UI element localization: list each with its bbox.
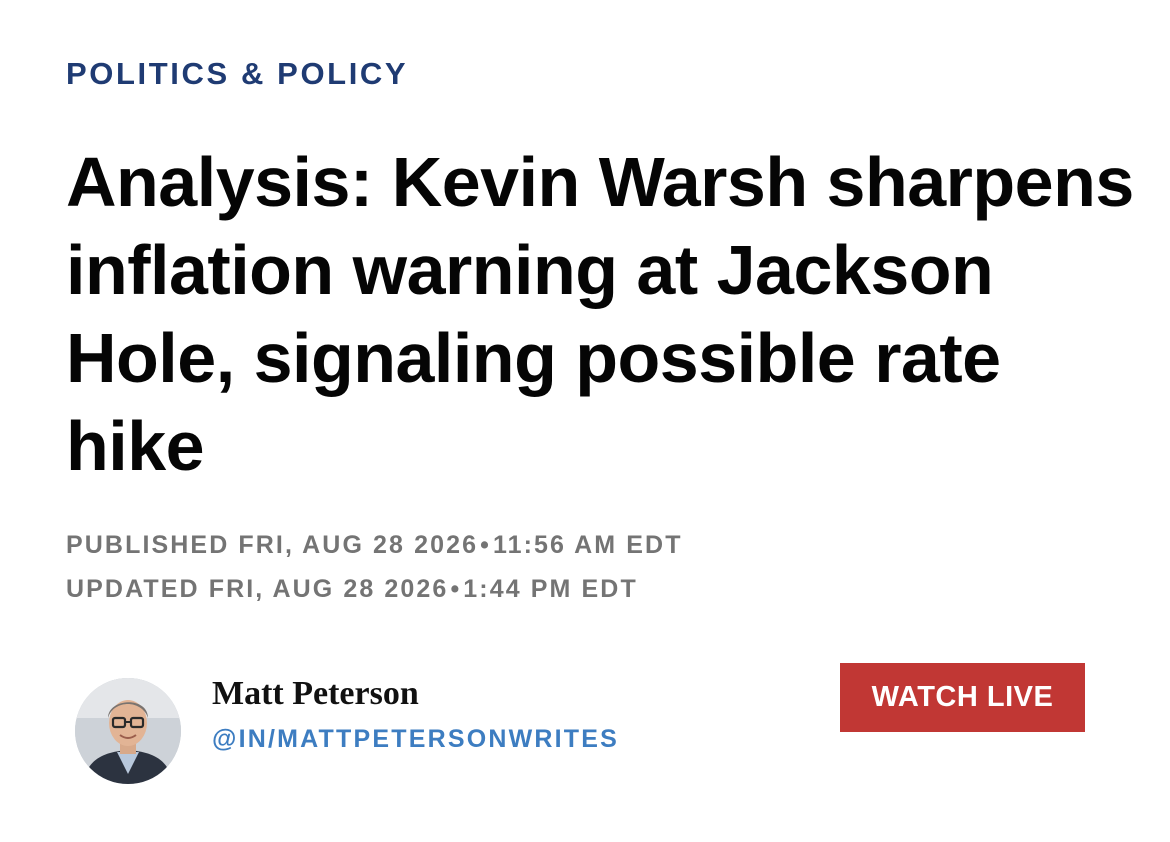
author-name[interactable]: Matt Peterson: [212, 675, 419, 712]
section-label[interactable]: POLITICS & POLICY: [66, 56, 409, 91]
published-timestamp: PUBLISHED FRI, AUG 28 2026•11:56 AM EDT: [66, 531, 683, 560]
updated-time: 1:44 PM EDT: [463, 575, 638, 603]
updated-date: UPDATED FRI, AUG 28 2026: [66, 575, 449, 603]
updated-separator: •: [450, 575, 462, 603]
author-photo-icon: [75, 678, 181, 784]
author-handle[interactable]: @IN/MATTPETERSONWRITES: [212, 725, 620, 753]
watch-live-button[interactable]: WATCH LIVE: [840, 663, 1085, 732]
published-separator: •: [480, 531, 491, 559]
author-avatar[interactable]: [75, 678, 181, 784]
updated-timestamp: UPDATED FRI, AUG 28 2026•1:44 PM EDT: [66, 575, 638, 604]
published-time: 11:56 AM EDT: [492, 531, 683, 559]
published-date: PUBLISHED FRI, AUG 28 2026: [66, 531, 479, 559]
article-headline: Analysis: Kevin Warsh sharpens inflation…: [66, 143, 1134, 485]
